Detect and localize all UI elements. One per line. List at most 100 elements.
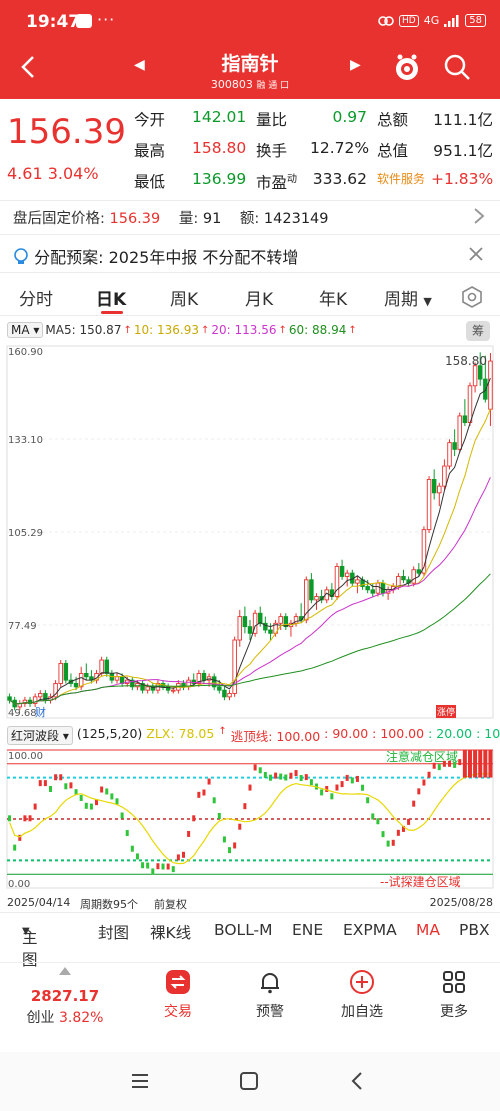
build-zone-label: --试探建仓区域 [380, 874, 461, 889]
candle-body [437, 485, 442, 494]
divider [0, 234, 500, 235]
post-market-row[interactable]: 盘后固定价格: 156.39 量: 91 额: 1423149 [13, 211, 329, 227]
tab-monthly-k[interactable]: 月K [245, 290, 274, 310]
indicator-chart[interactable]: 100.00 0.00 注意减仓区域 --试探建仓区域 [0, 744, 500, 894]
candle-body [53, 683, 58, 698]
end-date: 2025/08/28 [429, 896, 493, 909]
indicator-selector[interactable]: 红河波段 ▾ [7, 726, 73, 745]
tab-naked-k[interactable]: 裸K线 [150, 924, 192, 942]
link-icon [378, 15, 394, 26]
oscillator-mark [64, 783, 68, 790]
candle-body [447, 442, 452, 467]
oscillator-mark [386, 840, 390, 847]
candle-body [78, 672, 84, 688]
oscillator-mark [181, 851, 185, 858]
tab-daily-k[interactable]: 日K [96, 290, 127, 310]
close-icon[interactable] [468, 246, 484, 262]
home-icon[interactable] [239, 1072, 259, 1090]
nav-alert[interactable]: 预警 [230, 969, 310, 1021]
oscillator-mark [437, 764, 441, 771]
candle-body [165, 686, 171, 691]
candle-body [293, 616, 299, 624]
prev-stock-button[interactable]: ◀ [134, 57, 145, 73]
back-nav-icon[interactable] [348, 1072, 368, 1090]
oscillator-mark [135, 853, 139, 860]
ma-selector[interactable]: MA ▾ [7, 322, 44, 338]
chip-distribution-button[interactable]: 筹 [466, 321, 490, 341]
tab-intraday[interactable]: 分时 [19, 290, 53, 310]
ma60-line [9, 573, 491, 705]
quote-value: 0.97 [332, 108, 367, 126]
search-icon[interactable] [442, 52, 472, 82]
oscillator-mark [48, 785, 52, 792]
back-button[interactable] [14, 52, 44, 82]
nav-more[interactable]: 更多 [414, 969, 494, 1021]
ma-legend: MA ▾ MA5: 150.87 ↑ 10: 136.93 ↑ 20: 113.56… [7, 322, 357, 338]
oscillator-mark [38, 780, 42, 787]
candlestick-chart[interactable]: 160.90 133.10 105.29 77.49 49.68 158.80 财 涨停 [0, 340, 500, 724]
candle-body [217, 686, 222, 691]
trade-icon [166, 970, 190, 994]
oscillator-mark [120, 812, 124, 819]
oscillator-mark [350, 777, 354, 784]
candle-body [488, 360, 493, 410]
oscillator-mark [355, 775, 359, 782]
oscillator-mark [258, 767, 262, 774]
settings-icon[interactable] [460, 285, 484, 309]
candle-body [7, 696, 12, 701]
oscillator-mark [59, 774, 63, 781]
tab-pbx[interactable]: PBX [459, 921, 490, 939]
quote-value: +1.83% [431, 170, 494, 188]
oscillator-mark [33, 803, 37, 810]
menu-icon[interactable] [130, 1072, 150, 1090]
candle-body [411, 569, 416, 584]
candle-body [22, 699, 28, 705]
next-stock-button[interactable]: ▶ [350, 57, 361, 73]
ma5-value: MA5: 150.87 [45, 323, 122, 337]
system-nav-bar [0, 1052, 500, 1111]
quote-label: 软件服务 [377, 172, 426, 186]
earnings-tag: 财 [35, 705, 46, 719]
oscillator-mark [18, 834, 22, 841]
tab-expma[interactable]: EXPMA [343, 921, 397, 939]
y-tick-label: 77.49 [8, 621, 37, 632]
candle-body [252, 612, 258, 634]
oscillator-mark [458, 759, 462, 766]
candle-body [201, 672, 207, 681]
limit-up-tag: 涨停 [437, 706, 455, 718]
index-change[interactable]: 创业 3.82% [26, 1010, 104, 1026]
network-label: 4G [423, 14, 440, 27]
oscillator-mark [320, 789, 324, 796]
tab-period[interactable]: 周期 ▼ [384, 290, 432, 310]
oscillator-mark [130, 845, 134, 852]
oscillator-mark [176, 854, 180, 861]
top-zone-bar [488, 750, 493, 778]
nav-add-watchlist[interactable]: 加自选 [322, 969, 402, 1021]
candle-body [365, 586, 370, 591]
candle-body [150, 686, 156, 691]
quote-value: 158.80 [192, 139, 247, 157]
tab-yearly-k[interactable]: 年K [319, 290, 348, 310]
oscillator-mark [125, 830, 129, 837]
quote-label: 最高 [134, 142, 166, 160]
candle-body [263, 622, 268, 631]
tab-ene[interactable]: ENE [292, 921, 324, 939]
current-price: 156.39 [7, 112, 126, 152]
quote-value: 333.62 [312, 170, 367, 188]
oscillator-mark [442, 760, 446, 767]
index-value[interactable]: 2827.17 [30, 987, 100, 1005]
candle-body [309, 579, 314, 601]
tab-fengtu[interactable]: 封图 [98, 924, 130, 942]
oscillator-mark [207, 778, 211, 785]
tab-boll[interactable]: BOLL-M [214, 921, 273, 939]
taoding-value: 逃顶线: 100.00 [230, 729, 321, 744]
tab-ma[interactable]: MA [416, 921, 440, 939]
nav-trade[interactable]: 交易 [138, 969, 218, 1021]
assistant-icon[interactable] [392, 52, 422, 82]
dividend-notice[interactable]: 分配预案: 2025年中报 不分配不转增 [13, 244, 298, 268]
tab-weekly-k[interactable]: 周K [170, 290, 199, 310]
oscillator-mark [304, 774, 308, 781]
chevron-right-icon[interactable] [472, 207, 486, 225]
header-bar: 19:47 ··· HD 4G 58 指南针 300803 融 通 口 ◀ ▶ [0, 0, 500, 99]
candle-body [211, 676, 217, 688]
